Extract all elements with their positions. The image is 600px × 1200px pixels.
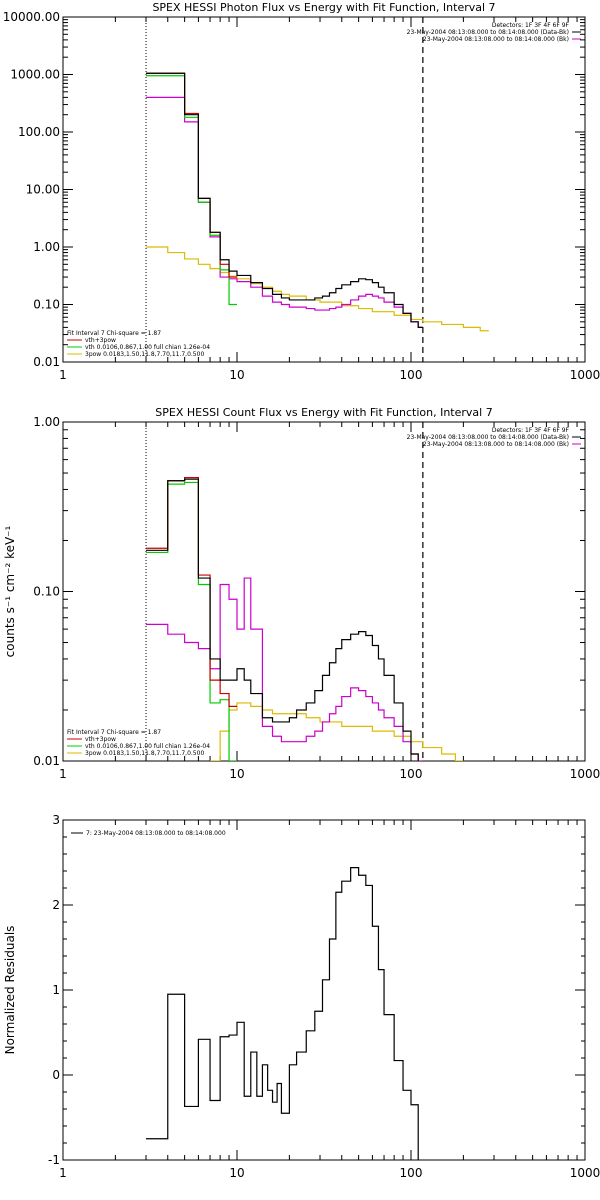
legend-fit-text: Fit Interval 7 Chi-square = 1.87 [67,729,161,736]
y-tick-label: 1.00 [33,415,60,429]
series-line-2 [146,476,237,707]
legend-fit-text: vth 0.0106,0.867,1.00 full chian 1.26e-0… [85,344,210,351]
x-tick-label: 10 [229,767,244,781]
legend-text: 7: 23-May-2004 08:13:08.000 to 08:14:08.… [86,830,226,837]
y-tick-label: 1.00 [33,240,60,254]
series-line-4 [146,96,423,328]
legend-fit-text: 3pow 0.0183,1.50,11.8,7.70,11.7,0.500 [85,750,204,757]
legend-top-text: 23-May-2004 08:13:08.000 to 08:14:08.000… [423,441,569,448]
series-line-3 [146,75,237,306]
legend-top-text: Detectors: 1F 3F 4F 6F 9F [492,22,570,29]
data-layer [145,422,464,761]
chart-title: SPEX HESSI Count Flux vs Energy with Fit… [155,406,492,419]
legend-fit-text: 3pow 0.0183,1.50,11.8,7.70,11.7,0.500 [85,351,204,358]
data-layer [146,867,419,1160]
x-tick-label: 1000 [570,368,600,382]
chart-panel-1: SPEX HESSI Photon Flux vs Energy with Fi… [3,1,600,382]
y-tick-label: 2 [52,898,60,912]
series-line-1 [146,478,419,761]
legend-fit-text: Fit Interval 7 Chi-square = 1.87 [67,330,161,337]
y-tick-label: 100.00 [18,125,60,139]
y-tick-label: 1000.00 [10,68,60,82]
series-line-4 [146,577,423,761]
y-tick-label: 0.10 [33,298,60,312]
y-tick-label: 0.10 [33,585,60,599]
legend-top-text: 23-May-2004 08:13:08.000 to 08:14:08.000… [423,36,569,43]
x-tick-label: 1 [59,368,67,382]
x-tick-label: 100 [400,1166,423,1180]
y-axis-label: Normalized Residuals [3,926,17,1055]
chart-title: SPEX HESSI Photon Flux vs Energy with Fi… [152,1,495,14]
x-tick-label: 10 [229,368,244,382]
legend-fit-text: vth+3pow [85,736,116,743]
y-tick-label: 3 [52,813,60,827]
legend-fit-text: vth+3pow [85,337,116,344]
y-tick-label: 0.01 [33,754,60,768]
series-line-3 [146,481,237,761]
legend-fit-text: vth 0.0106,0.867,1.00 full chian 1.26e-0… [85,743,210,750]
x-tick-label: 100 [400,767,423,781]
x-tick-label: 1000 [570,1166,600,1180]
plot-frame [62,421,586,762]
series-line-5 [210,702,464,761]
legend-top-text: 23-May-2004 08:13:08.000 to 08:14:08.000… [407,434,569,441]
x-tick-label: 10 [229,1166,244,1180]
x-tick-label: 100 [400,368,423,382]
series-line-1 [146,867,419,1160]
plot-frame [62,819,586,1161]
series-line-1 [146,72,423,328]
data-layer [145,17,489,362]
y-tick-label: 10000.00 [3,10,60,24]
x-tick-label: 1000 [570,767,600,781]
y-tick-label: 1 [52,983,60,997]
legend-top-text: 23-May-2004 08:13:08.000 to 08:14:08.000… [407,29,569,36]
y-tick-label: 0.01 [33,355,60,369]
series-line-5 [146,246,489,332]
y-tick-label: 10.00 [26,183,60,197]
chart-panel-3: Normalized Residuals 1 10 100 1000 -1 0 1 2 3 7: 2… [3,813,600,1180]
x-tick-label: 1 [59,1166,67,1180]
legend-top-text: Detectors: 1F 3F 4F 6F 9F [492,427,570,434]
chart-panel-2: SPEX HESSI Count Flux vs Energy with Fit… [3,406,600,781]
x-tick-label: 1 [59,767,67,781]
y-tick-label: -1 [48,1153,60,1167]
y-axis-label: counts s⁻¹ cm⁻² keV⁻¹ [3,525,17,657]
y-tick-label: 0 [52,1068,60,1082]
